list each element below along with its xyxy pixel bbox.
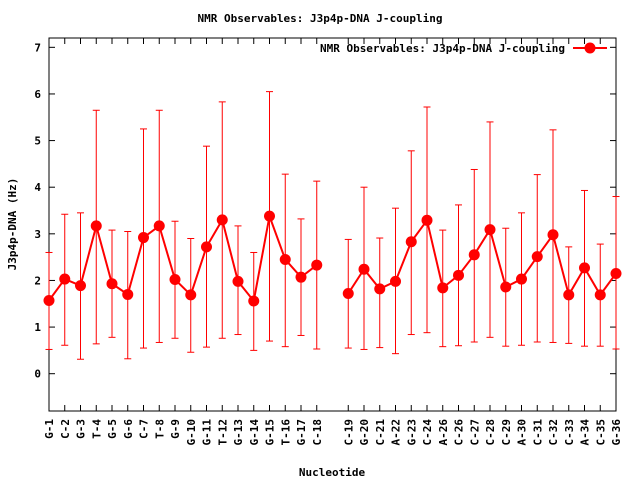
data-point xyxy=(437,282,449,294)
data-point xyxy=(358,263,370,275)
data-point xyxy=(153,220,165,232)
x-tick-label: C-19 xyxy=(342,419,355,446)
x-tick-label: A-34 xyxy=(579,419,592,446)
chart-title: NMR Observables: J3p4p-DNA J-coupling xyxy=(197,12,442,25)
x-tick-label: A-30 xyxy=(516,419,529,446)
data-point xyxy=(594,289,606,301)
data-point xyxy=(185,289,197,301)
x-tick-label: T-8 xyxy=(153,419,166,439)
x-tick-label: G-1 xyxy=(43,419,56,439)
data-point xyxy=(232,275,244,287)
x-tick-label: C-21 xyxy=(374,419,387,446)
data-point xyxy=(59,273,71,285)
series-group xyxy=(43,91,622,360)
x-tick-label: T-4 xyxy=(90,419,103,439)
y-tick-label: 5 xyxy=(34,135,41,148)
y-tick-label: 6 xyxy=(34,88,41,101)
data-point xyxy=(374,283,386,295)
series-line xyxy=(48,212,318,304)
data-point xyxy=(311,259,323,271)
x-tick-label: G-9 xyxy=(169,419,182,439)
x-tick-label: A-26 xyxy=(437,419,450,446)
x-tick-label: C-7 xyxy=(138,419,151,439)
x-tick-label: G-10 xyxy=(185,419,198,446)
y-tick-label: 2 xyxy=(34,274,41,287)
x-tick-label: G-36 xyxy=(610,419,623,446)
data-point xyxy=(390,275,401,287)
y-axis: 0 1 2 3 4 5 6 7 xyxy=(34,41,616,381)
data-point xyxy=(295,271,307,283)
data-point xyxy=(90,220,102,232)
x-tick-label: G-17 xyxy=(295,419,308,446)
y-tick-label: 7 xyxy=(34,41,41,54)
x-tick-label: C-35 xyxy=(594,419,607,446)
x-tick-label: C-28 xyxy=(484,419,497,446)
data-point xyxy=(610,267,622,279)
x-tick-label: G-6 xyxy=(122,419,135,439)
x-tick-label: G-11 xyxy=(201,419,214,446)
y-tick-label: 0 xyxy=(34,368,41,381)
x-tick-label: A-22 xyxy=(390,419,403,446)
data-point xyxy=(216,214,228,226)
x-tick-label: G-20 xyxy=(358,419,371,446)
data-point xyxy=(500,281,512,293)
x-tick-label: C-27 xyxy=(468,419,481,446)
x-tick-label: G-13 xyxy=(232,419,245,446)
legend-label: NMR Observables: J3p4p-DNA J-coupling xyxy=(320,42,565,55)
data-point xyxy=(484,224,496,236)
data-point xyxy=(342,288,354,300)
data-point xyxy=(453,269,464,281)
x-tick-label: G-3 xyxy=(75,419,88,439)
series-line xyxy=(347,217,617,298)
x-axis-label: Nucleotide xyxy=(299,466,366,479)
x-tick-label: C-26 xyxy=(453,419,466,446)
data-point xyxy=(201,241,212,253)
y-tick-label: 1 xyxy=(34,321,41,334)
data-point xyxy=(75,280,86,292)
data-point xyxy=(106,278,118,290)
data-point xyxy=(563,289,575,301)
data-point xyxy=(43,294,55,306)
y-tick-label: 4 xyxy=(34,181,41,194)
x-tick-label: C-29 xyxy=(500,419,513,446)
data-point xyxy=(421,214,433,226)
legend: NMR Observables: J3p4p-DNA J-coupling xyxy=(320,42,607,55)
x-tick-label: T-16 xyxy=(279,419,292,446)
x-tick-label: C-24 xyxy=(421,419,434,446)
x-tick-label: C-31 xyxy=(531,419,544,446)
legend-marker-swatch xyxy=(584,42,596,54)
x-tick-label: C-2 xyxy=(59,419,72,439)
x-tick-label: G-23 xyxy=(405,419,418,446)
x-tick-label: C-32 xyxy=(547,419,560,446)
x-tick-label: G-15 xyxy=(264,419,277,446)
x-tick-label: G-5 xyxy=(106,419,119,439)
data-point xyxy=(138,232,149,244)
plot-area-frame xyxy=(48,37,617,412)
data-point xyxy=(579,262,590,274)
data-point xyxy=(531,251,543,263)
data-point xyxy=(516,273,527,285)
data-point xyxy=(547,229,559,241)
data-point xyxy=(405,236,417,248)
x-tick-label: C-33 xyxy=(563,419,576,446)
y-tick-label: 3 xyxy=(34,228,41,241)
data-point xyxy=(264,210,275,222)
data-point xyxy=(279,253,291,265)
data-point xyxy=(122,288,134,300)
x-tick-label: C-18 xyxy=(311,419,324,446)
y-axis-label: J3p4p-DNA (Hz) xyxy=(6,178,19,271)
x-axis: G-1 C-2 G-3 T-4 G-5 G-6 C-7 T-8 G-9 G-10 G-11 T-12 G… xyxy=(43,38,623,446)
data-point xyxy=(248,295,260,307)
data-point xyxy=(169,274,181,286)
x-tick-label: T-12 xyxy=(216,419,229,446)
data-point xyxy=(468,249,480,261)
x-tick-label: G-14 xyxy=(248,419,261,446)
